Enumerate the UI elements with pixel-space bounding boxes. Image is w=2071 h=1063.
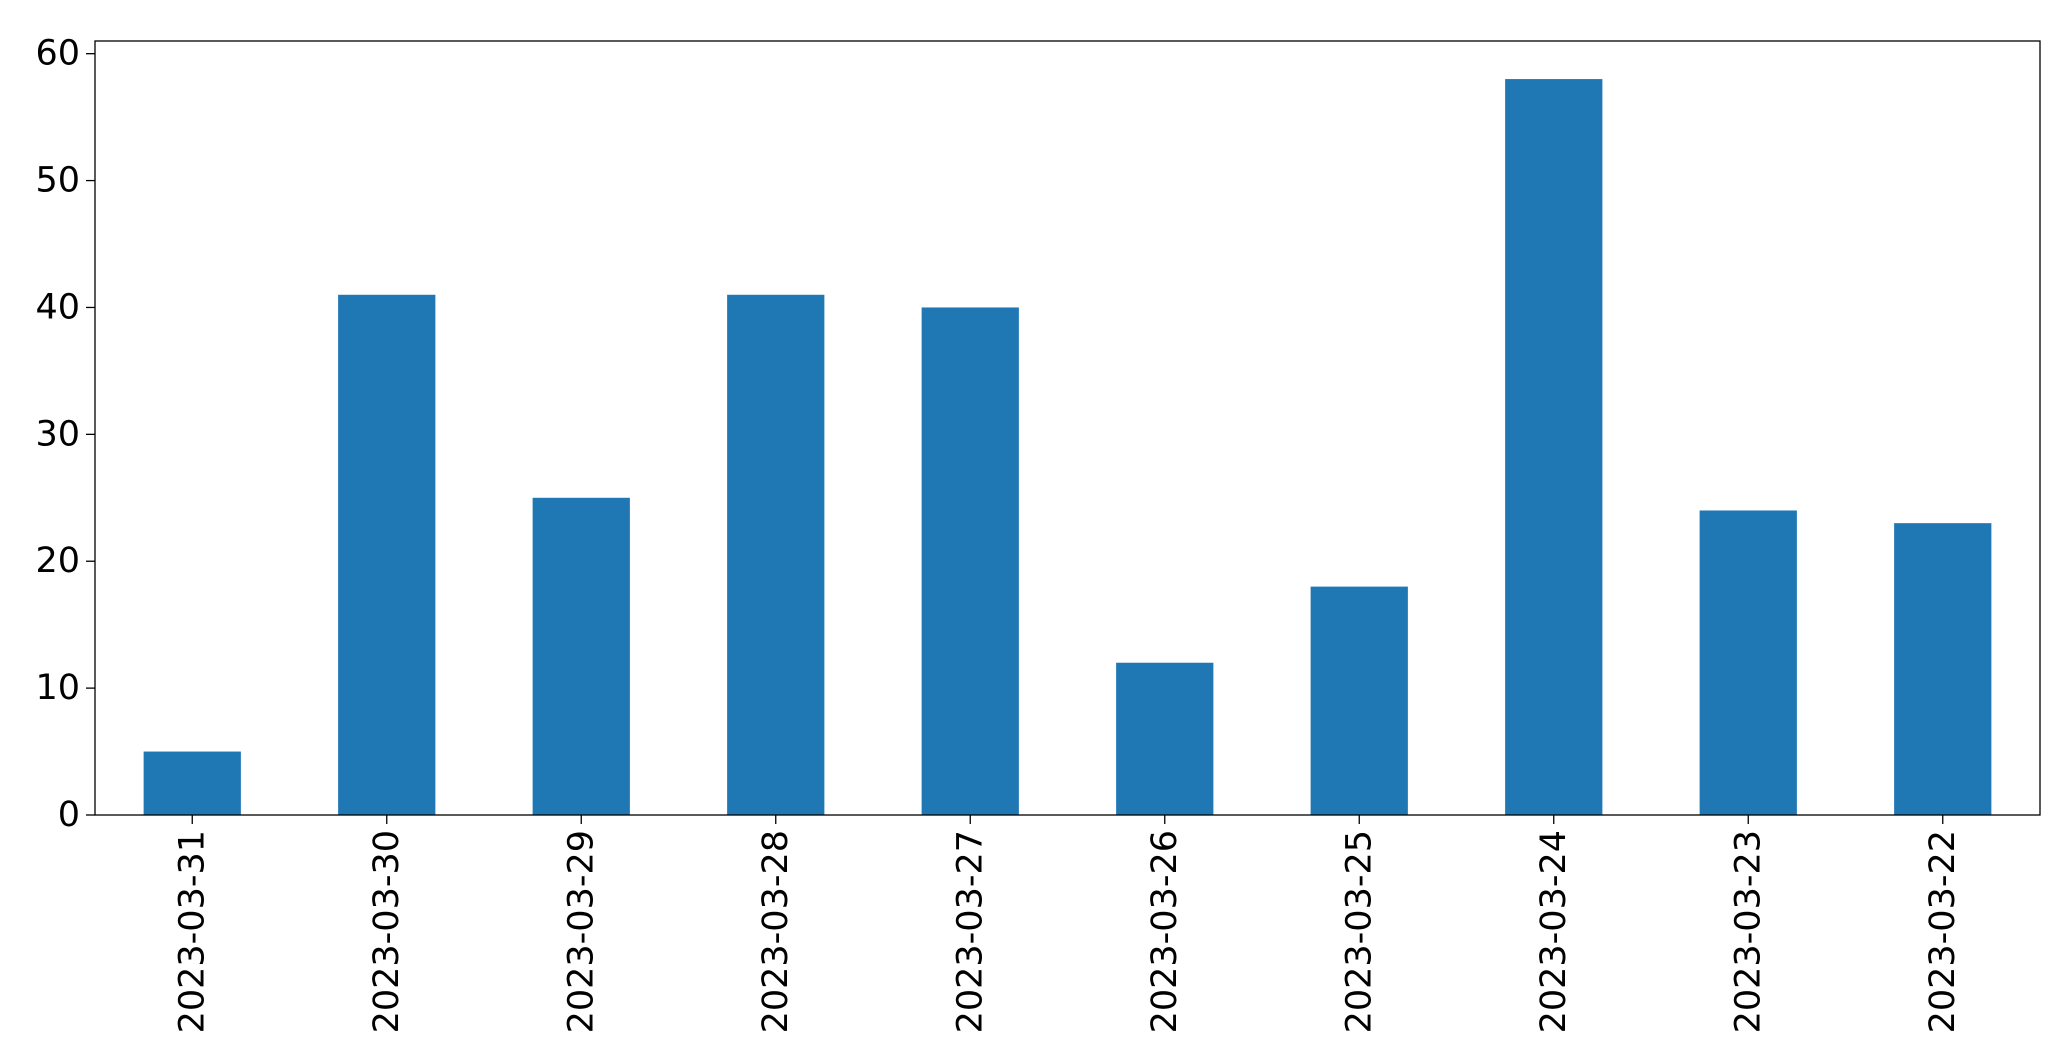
plot-area-frame bbox=[94, 40, 2041, 816]
x-tick-label: 2023-03-24 bbox=[1534, 830, 1574, 1033]
y-axis: 0 10 20 30 40 50 60 bbox=[35, 34, 95, 835]
x-tick-label: 2023-03-25 bbox=[1339, 830, 1379, 1033]
x-tick-label: 2023-03-22 bbox=[1923, 830, 1963, 1033]
y-tick-label: 20 bbox=[35, 541, 80, 581]
bar-2023-03-29 bbox=[532, 497, 630, 815]
bar-2023-03-27 bbox=[921, 307, 1019, 815]
y-tick-label: 40 bbox=[35, 287, 80, 327]
bar-2023-03-24 bbox=[1505, 79, 1603, 816]
y-tick-label: 10 bbox=[35, 668, 80, 708]
x-tick-label: 2023-03-26 bbox=[1145, 830, 1185, 1033]
x-axis: 2023-03-31 2023-03-30 2023-03-29 2023-03-28… bbox=[172, 815, 1963, 1033]
bar-2023-03-31 bbox=[143, 751, 241, 815]
bar-2023-03-28 bbox=[727, 294, 825, 815]
bars-group bbox=[143, 79, 1992, 816]
bar-2023-03-22 bbox=[1894, 523, 1992, 815]
y-tick-label: 30 bbox=[35, 414, 80, 454]
x-tick-label: 2023-03-23 bbox=[1728, 830, 1768, 1033]
bar-2023-03-25 bbox=[1310, 586, 1408, 815]
bar-2023-03-30 bbox=[338, 294, 436, 815]
x-tick-label: 2023-03-28 bbox=[756, 830, 796, 1033]
x-tick-label: 2023-03-31 bbox=[172, 830, 212, 1033]
y-tick-label: 50 bbox=[35, 161, 80, 201]
y-tick-label: 0 bbox=[58, 795, 80, 835]
bar-2023-03-26 bbox=[1116, 662, 1214, 815]
x-tick-label: 2023-03-29 bbox=[561, 830, 601, 1033]
bar-2023-03-23 bbox=[1699, 510, 1797, 815]
y-tick-label: 60 bbox=[35, 34, 80, 74]
x-tick-label: 2023-03-30 bbox=[367, 830, 407, 1033]
x-tick-label: 2023-03-27 bbox=[950, 830, 990, 1033]
